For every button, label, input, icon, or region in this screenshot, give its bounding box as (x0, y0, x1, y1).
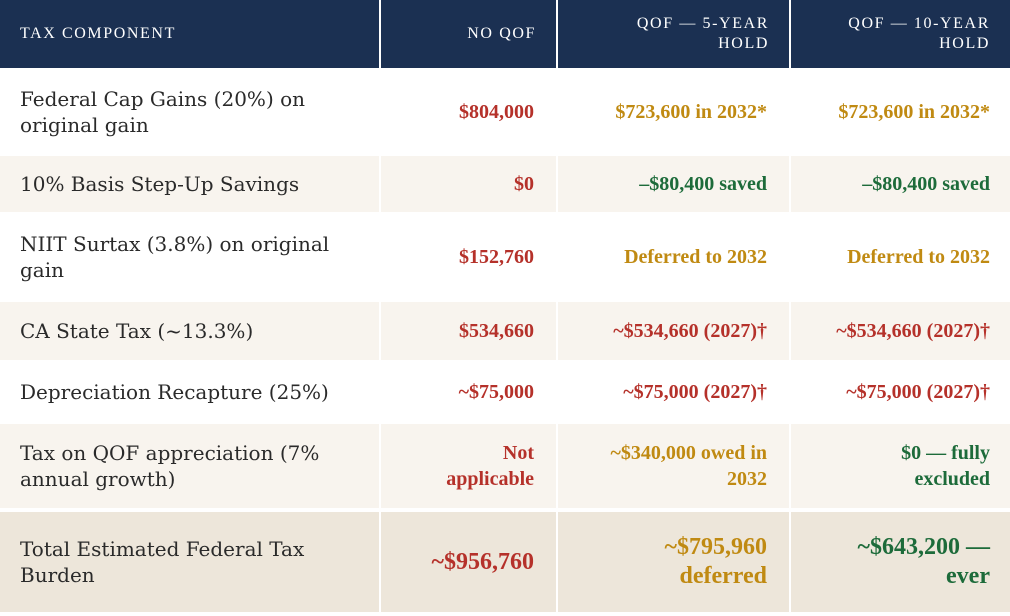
total-label: Total Estimated Federal Tax Burden (0, 508, 381, 612)
row-label-line1: Federal Cap Gains (20%) on (20, 87, 306, 111)
cell-no-qof: $804,000 (380, 68, 558, 154)
row-label-line1: Tax on QOF appreciation (7% (20, 441, 320, 465)
header-row: TAX COMPONENT NO QOF QOF — 5-YEAR HOLD Q… (0, 0, 1010, 70)
cell-no-qof: Not applicable (380, 420, 558, 510)
cell-qof-5-year: –$80,400 saved (557, 152, 791, 214)
cell-no-qof: $152,760 (380, 212, 558, 300)
cell-qof-5-year: Deferred to 2032 (557, 212, 791, 300)
total-qof-5-year-line2: deferred (679, 563, 767, 589)
header-qof-10-year-line1: QOF — 10-YEAR (848, 15, 990, 32)
cell-qof-10-year: ~$534,660 (2027)† (790, 298, 1010, 362)
total-qof-5-year-line1: ~$795,960 (664, 534, 767, 560)
cell-no-qof: $0 (380, 152, 558, 214)
cell-qof-10-year: $723,600 in 2032* (790, 68, 1010, 154)
cell-qof-5-year: $723,600 in 2032* (557, 68, 791, 154)
header-qof-5-year: QOF — 5-YEAR HOLD (557, 0, 791, 70)
table-row: 10% Basis Step-Up Savings $0 –$80,400 sa… (0, 152, 1010, 214)
row-label-line2: gain (20, 258, 65, 282)
row-label: CA State Tax (~13.3%) (0, 298, 381, 362)
cell-no-qof: ~$75,000 (380, 360, 558, 422)
cell-qof-10-year-line1: $0 — fully (901, 442, 990, 464)
cell-qof-10-year-line2: excluded (914, 468, 990, 490)
cell-qof-5-year: ~$75,000 (2027)† (557, 360, 791, 422)
row-label: 10% Basis Step-Up Savings (0, 152, 381, 214)
total-qof-10-year: ~$643,200 — ever (790, 508, 1010, 612)
total-no-qof: ~$956,760 (380, 508, 558, 612)
row-label: Federal Cap Gains (20%) on original gain (0, 68, 381, 154)
total-qof-10-year-line1: ~$643,200 — (857, 534, 990, 560)
cell-qof-5-year-line1: ~$340,000 owed in (610, 442, 767, 464)
cell-qof-10-year: Deferred to 2032 (790, 212, 1010, 300)
row-label-line2: annual growth) (20, 467, 176, 491)
cell-qof-10-year: –$80,400 saved (790, 152, 1010, 214)
row-label: Depreciation Recapture (25%) (0, 360, 381, 422)
row-label: NIIT Surtax (3.8%) on original gain (0, 212, 381, 300)
header-no-qof: NO QOF (380, 0, 558, 70)
cell-qof-5-year: ~$340,000 owed in 2032 (557, 420, 791, 510)
table-row: Depreciation Recapture (25%) ~$75,000 ~$… (0, 360, 1010, 422)
header-qof-5-year-line2: HOLD (718, 35, 769, 52)
header-tax-component: TAX COMPONENT (0, 0, 381, 70)
cell-no-qof-line2: applicable (446, 468, 534, 490)
header-qof-10-year: QOF — 10-YEAR HOLD (790, 0, 1010, 70)
total-row: Total Estimated Federal Tax Burden ~$956… (0, 508, 1010, 612)
table-row: Tax on QOF appreciation (7% annual growt… (0, 420, 1010, 510)
cell-qof-5-year: ~$534,660 (2027)† (557, 298, 791, 362)
row-label-line1: NIIT Surtax (3.8%) on original (20, 232, 330, 256)
row-label: Tax on QOF appreciation (7% annual growt… (0, 420, 381, 510)
cell-qof-5-year-line2: 2032 (727, 468, 767, 490)
row-label-line2: original gain (20, 113, 149, 137)
total-qof-5-year: ~$795,960 deferred (557, 508, 791, 612)
table-row: NIIT Surtax (3.8%) on original gain $152… (0, 212, 1010, 300)
total-qof-10-year-line2: ever (946, 563, 990, 589)
cell-no-qof: $534,660 (380, 298, 558, 362)
table-row: CA State Tax (~13.3%) $534,660 ~$534,660… (0, 298, 1010, 362)
table-row: Federal Cap Gains (20%) on original gain… (0, 68, 1010, 154)
cell-no-qof-line1: Not (502, 442, 534, 464)
cell-qof-10-year: $0 — fully excluded (790, 420, 1010, 510)
header-qof-5-year-line1: QOF — 5-YEAR (636, 15, 769, 32)
header-qof-10-year-line2: HOLD (939, 35, 990, 52)
cell-qof-10-year: ~$75,000 (2027)† (790, 360, 1010, 422)
